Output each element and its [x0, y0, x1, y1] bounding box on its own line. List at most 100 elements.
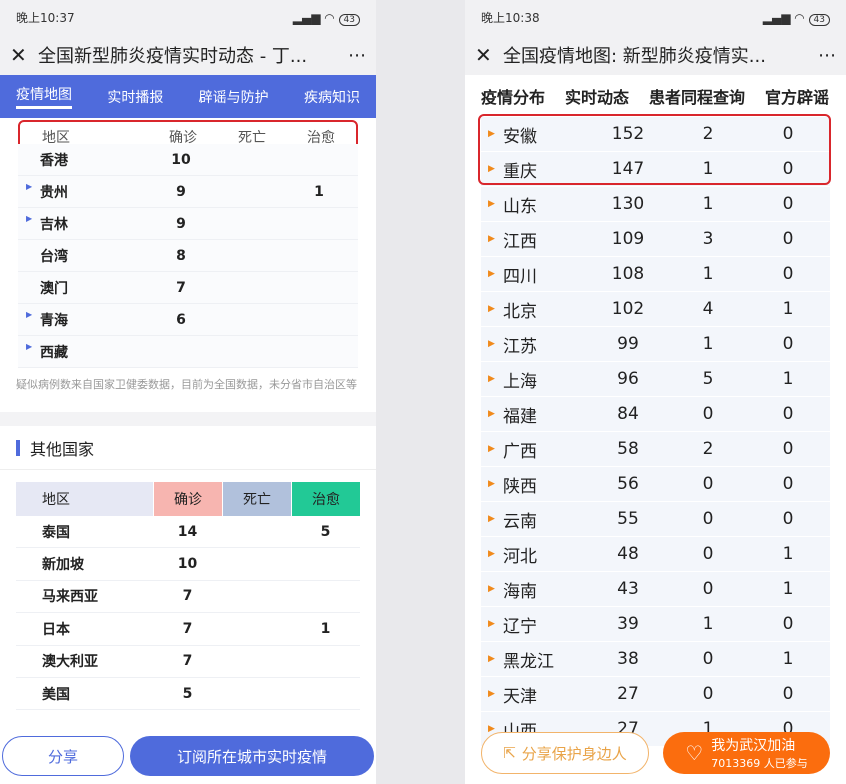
table-row[interactable]: ▶ 青海 6	[18, 304, 358, 336]
right-phone-screen: 晚上10:38 ▂▄▆ ◠ 43 ✕ 全国疫情地图: 新型肺炎疫情实... ⋯ …	[465, 0, 846, 784]
table-row[interactable]: ▶ 海南 43 0 1	[481, 572, 830, 607]
expand-arrow-icon[interactable]: ▶	[26, 309, 33, 319]
expand-arrow-icon[interactable]: ▶	[488, 619, 495, 629]
bottom-bar: ⇱ 分享保护身边人 ♡ 我为武汉加油 7013369 人已参与	[465, 722, 846, 784]
table-row[interactable]: 香港 10	[18, 144, 358, 176]
table-row[interactable]: ▶ 江苏 99 1 0	[481, 327, 830, 362]
expand-arrow-icon[interactable]: ▶	[26, 181, 33, 191]
table-row[interactable]: ▶ 福建 84 0 0	[481, 397, 830, 432]
close-icon[interactable]: ✕	[10, 43, 27, 67]
table-row[interactable]: ▶ 北京 102 4 1	[481, 292, 830, 327]
section-title: 其他国家	[0, 426, 376, 470]
confirmed-cell: 10	[177, 556, 198, 573]
expand-arrow-icon[interactable]: ▶	[26, 213, 33, 223]
cured-cell: 1	[782, 544, 794, 564]
region-name: 天津	[503, 686, 537, 707]
cheer-label: 我为武汉加油	[711, 738, 796, 754]
data-note: 疑似病例数来自国家卫健委数据，目前为全国数据，未分省市自治区等	[16, 378, 357, 391]
confirmed-cell: 55	[617, 509, 639, 529]
table-row[interactable]: ▶ 重庆 147 1 0	[481, 152, 830, 187]
title-bar: ✕ 全国疫情地图: 新型肺炎疫情实... ⋯	[465, 35, 846, 75]
dead-cell: 0	[702, 544, 714, 564]
status-icons: ▂▄▆ ◠ 43	[763, 11, 830, 26]
table-row[interactable]: ▶ 陕西 56 0 0	[481, 467, 830, 502]
expand-arrow-icon[interactable]: ▶	[488, 514, 495, 524]
table-row[interactable]: ▶ 吉林 9	[18, 208, 358, 240]
status-time: 晚上10:38	[481, 11, 540, 25]
cheer-wuhan-button[interactable]: ♡ 我为武汉加油 7013369 人已参与	[663, 732, 830, 774]
expand-arrow-icon[interactable]: ▶	[488, 269, 495, 279]
expand-arrow-icon[interactable]: ▶	[488, 304, 495, 314]
table-row[interactable]: 新加坡 10	[16, 548, 360, 581]
expand-arrow-icon[interactable]: ▶	[488, 654, 495, 664]
region-name: 安徽	[503, 126, 537, 147]
table-row[interactable]: ▶ 安徽 152 2 0	[481, 117, 830, 152]
dead-cell: 2	[702, 124, 714, 144]
dead-cell: 2	[702, 439, 714, 459]
expand-arrow-icon[interactable]: ▶	[488, 724, 495, 734]
region-name: 北京	[503, 301, 537, 322]
cured-cell: 0	[782, 719, 794, 739]
region-name: 吉林	[40, 216, 68, 233]
expand-arrow-icon[interactable]: ▶	[488, 164, 495, 174]
share-protect-button[interactable]: ⇱ 分享保护身边人	[481, 732, 649, 774]
table-row[interactable]: ▶ 天津 27 0 0	[481, 677, 830, 712]
expand-arrow-icon[interactable]: ▶	[488, 444, 495, 454]
table-row[interactable]: 泰国 14 5	[16, 516, 360, 549]
close-icon[interactable]: ✕	[475, 43, 492, 67]
table-row[interactable]: ▶ 山东 130 1 0	[481, 187, 830, 222]
table-row[interactable]: ▶ 四川 108 1 0	[481, 257, 830, 292]
expand-arrow-icon[interactable]: ▶	[488, 234, 495, 244]
table-row[interactable]: ▶ 广西 58 2 0	[481, 432, 830, 467]
table-row[interactable]: 美国 5	[16, 678, 360, 711]
tab-distribution[interactable]: 疫情分布	[481, 88, 546, 107]
expand-arrow-icon[interactable]: ▶	[488, 409, 495, 419]
table-row[interactable]: ▶ 江西 109 3 0	[481, 222, 830, 257]
expand-arrow-icon[interactable]: ▶	[26, 341, 33, 351]
table-row[interactable]: 澳大利亚 7	[16, 646, 360, 678]
tab-rumor-prevention[interactable]: 辟谣与防护	[198, 89, 269, 106]
confirmed-cell: 84	[617, 404, 639, 424]
more-icon[interactable]: ⋯	[818, 44, 836, 66]
table-row[interactable]: ▶ 上海 96 5 1	[481, 362, 830, 397]
cured-cell: 0	[782, 474, 794, 494]
cured-cell: 1	[314, 183, 324, 200]
tab-live[interactable]: 实时动态	[565, 88, 630, 107]
more-icon[interactable]: ⋯	[348, 44, 366, 66]
cured-cell: 0	[782, 439, 794, 459]
table-row[interactable]: ▶ 贵州 9 1	[18, 176, 358, 208]
expand-arrow-icon[interactable]: ▶	[488, 689, 495, 699]
cheer-count: 7013369 人已参与	[711, 757, 808, 770]
tab-live-report[interactable]: 实时播报	[107, 89, 164, 106]
table-row[interactable]: 台湾 8	[18, 240, 358, 272]
tab-epidemic-map[interactable]: 疫情地图	[16, 84, 72, 109]
tab-disease-knowledge[interactable]: 疾病知识	[303, 89, 360, 106]
region-name: 陕西	[503, 476, 537, 497]
region-cell: ▶ 青海	[18, 310, 148, 330]
region-name: 澳门	[40, 280, 68, 297]
region-cell: 香港	[18, 150, 148, 170]
table-row[interactable]: ▶ 黑龙江 38 0 1	[481, 642, 830, 677]
table-row[interactable]: 澳门 7	[18, 272, 358, 304]
status-icons: ▂▄▆ ◠ 43	[293, 11, 360, 26]
expand-arrow-icon[interactable]: ▶	[488, 129, 495, 139]
table-row[interactable]: ▶ 辽宁 39 1 0	[481, 607, 830, 642]
confirmed-cell: 43	[617, 579, 639, 599]
cured-cell: 0	[782, 264, 794, 284]
table-row[interactable]: ▶ 河北 48 0 1	[481, 537, 830, 572]
expand-arrow-icon[interactable]: ▶	[488, 374, 495, 384]
share-button[interactable]: 分享	[2, 736, 124, 776]
subscribe-button[interactable]: 订阅所在城市实时疫情	[130, 736, 374, 776]
table-row[interactable]: 日本 7 1	[16, 613, 360, 646]
expand-arrow-icon[interactable]: ▶	[488, 479, 495, 489]
tab-official-rumor[interactable]: 官方辟谣	[765, 88, 830, 107]
expand-arrow-icon[interactable]: ▶	[488, 549, 495, 559]
header-region: 地区	[16, 482, 153, 516]
table-row[interactable]: ▶ 西藏	[18, 336, 358, 368]
expand-arrow-icon[interactable]: ▶	[488, 584, 495, 594]
expand-arrow-icon[interactable]: ▶	[488, 339, 495, 349]
table-row[interactable]: 马来西亚 7	[16, 581, 360, 614]
expand-arrow-icon[interactable]: ▶	[488, 199, 495, 209]
tab-patient-trip[interactable]: 患者同程查询	[649, 88, 746, 107]
table-row[interactable]: ▶ 云南 55 0 0	[481, 502, 830, 537]
